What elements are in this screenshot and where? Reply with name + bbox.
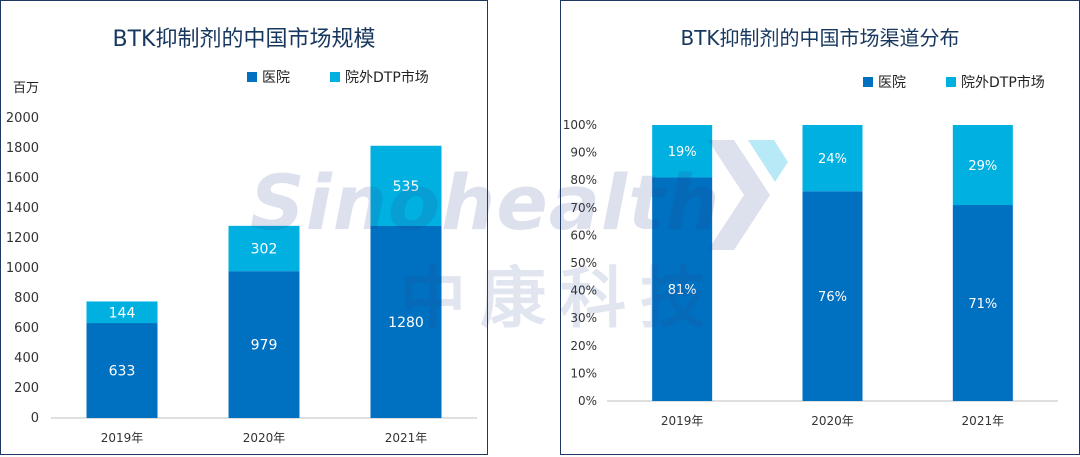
bar-segment-dtp [952,125,1013,206]
y-axis-unit: 百万 [13,81,40,96]
bar-segment-hospital [86,323,158,418]
y-tick-label: 1600 [6,171,39,186]
data-label: 71% [968,297,997,312]
chart-legend: 医院 院外DTP市场 [863,72,1080,92]
legend-swatch-hospital [863,77,873,87]
bar-segment-hospital [652,177,713,401]
y-tick-label: 600 [14,321,39,336]
bar-segment-hospital [370,226,442,418]
data-label: 535 [393,179,420,195]
legend-label: 医院 [878,75,906,91]
y-tick-label: 1400 [6,201,39,216]
bar-segment-dtp [370,145,442,226]
y-tick-label: 0 [31,411,39,426]
data-label: 81% [668,283,697,298]
y-tick-label: 40% [570,284,597,298]
bar-segment-hospital [228,271,300,418]
y-tick-label: 200 [14,381,39,396]
data-label: 979 [251,338,278,354]
legend-item-dtp: 院外DTP市场 [330,67,429,87]
legend-label: 院外DTP市场 [345,70,429,86]
y-tick-label: 100% [563,118,597,132]
legend-swatch-hospital [247,72,257,82]
data-label: 633 [109,364,136,380]
data-label: 24% [818,152,847,167]
bar-segment-dtp [652,125,713,178]
legend-label: 医院 [262,70,290,86]
legend-label: 院外DTP市场 [961,75,1045,91]
x-tick-label: 2020年 [811,414,854,428]
y-tick-label: 90% [570,146,597,160]
y-tick-label: 2000 [6,111,39,126]
bar-segment-hospital [802,191,863,401]
chart-legend: 医院 院外DTP市场 [247,67,469,87]
y-tick-label: 20% [570,339,597,353]
bar-segment-dtp [228,225,300,272]
bar-segment-dtp [86,301,158,324]
data-label: 144 [109,305,136,321]
data-label: 19% [668,145,697,160]
channel-distribution-chart: 0% 10% 20% 30% 40% 50% 60% 70% 80% 90% 100% 81% 19% 2… [563,118,1058,428]
y-tick-label: 800 [14,291,39,306]
legend-item-dtp: 院外DTP市场 [946,72,1045,92]
chart-title: BTK抑制剂的中国市场规模 [112,27,376,52]
x-tick-label: 2019年 [101,431,144,445]
legend-item-hospital: 医院 [247,67,290,87]
right-chart-panel: BTK抑制剂的中国市场渠道分布 医院 院外DTP市场 0% 10% 20% 30% 40%… [560,0,1080,455]
y-tick-label: 400 [14,351,39,366]
data-label: 302 [251,242,278,258]
data-label: 1280 [388,315,424,331]
y-tick-label: 10% [570,366,597,380]
data-label: 76% [818,290,847,305]
left-chart-panel: BTK抑制剂的中国市场规模 百万 医院 院外DTP市场 0 200 400 600 800… [0,0,488,455]
x-tick-label: 2021年 [962,414,1005,428]
y-tick-label: 0% [578,394,597,408]
chart-title: BTK抑制剂的中国市场渠道分布 [680,26,960,50]
data-label: 29% [968,159,997,174]
y-tick-label: 1000 [6,261,39,276]
y-tick-label: 30% [570,311,597,325]
market-size-chart: 0 200 400 600 800 1000 1200 1400 1600 1800 2000 633… [6,111,477,445]
bar-segment-hospital [952,205,1013,401]
y-tick-label: 50% [570,256,597,270]
y-tick-label: 1200 [6,231,39,246]
bar-segment-dtp [802,125,863,192]
y-tick-label: 80% [570,173,597,187]
legend-swatch-dtp [330,72,340,82]
legend-item-hospital: 医院 [863,72,906,92]
y-tick-label: 1800 [6,141,39,156]
legend-swatch-dtp [946,77,956,87]
x-tick-label: 2021年 [385,431,428,445]
y-tick-label: 70% [570,201,597,215]
x-tick-label: 2020年 [243,431,286,445]
x-tick-label: 2019年 [661,414,704,428]
y-tick-label: 60% [570,228,597,242]
